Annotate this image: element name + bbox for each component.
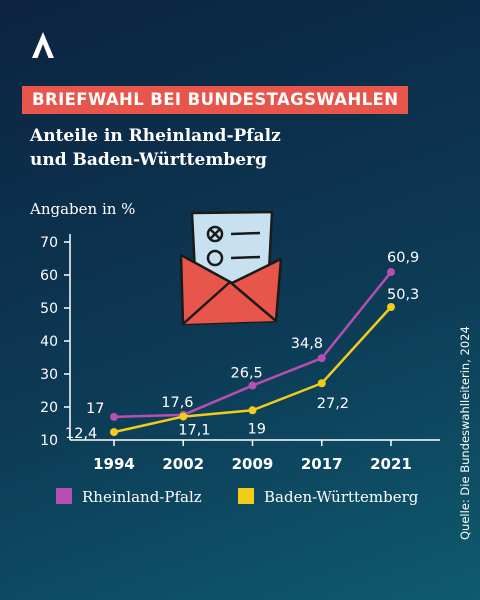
data-point — [317, 354, 326, 363]
data-point — [248, 406, 257, 415]
data-point — [387, 268, 395, 277]
headline-banner: BRIEFWAHL BEI BUNDESTAGSWAHLEN — [22, 86, 409, 114]
x-tick-label: 2021 — [370, 455, 412, 473]
data-point — [317, 379, 326, 388]
y-tick-label: 70 — [40, 235, 58, 251]
data-label: 17 — [86, 401, 104, 417]
y-tick-label: 20 — [40, 400, 58, 416]
envelope-ballot-icon — [179, 210, 283, 326]
y-axis-title: Angaben in % — [29, 200, 135, 218]
subtitle-line-2: und Baden-Württemberg — [30, 150, 267, 170]
brand-logo-icon — [32, 32, 54, 58]
legend-swatch-rheinland-pfalz — [56, 488, 72, 504]
legend-swatch-baden-wuerttemberg — [238, 488, 254, 504]
x-tick-label: 2017 — [301, 455, 343, 473]
data-point — [387, 303, 395, 312]
legend-label-rheinland-pfalz: Rheinland-Pfalz — [82, 488, 202, 506]
legend-label-baden-wuerttemberg: Baden-Württemberg — [264, 488, 419, 506]
data-label: 50,3 — [387, 287, 419, 303]
x-tick-label: 2009 — [232, 455, 274, 473]
y-tick-label: 40 — [40, 334, 58, 350]
subtitle-line-1: Anteile in Rheinland-Pfalz — [30, 126, 281, 146]
data-label: 12,4 — [65, 426, 97, 442]
data-label: 17,1 — [178, 423, 210, 439]
data-label: 19 — [248, 421, 266, 437]
data-label: 27,2 — [317, 396, 349, 412]
data-label: 34,8 — [291, 336, 323, 352]
x-tick-label: 1994 — [93, 455, 135, 473]
chart-subtitle: Anteile in Rheinland-Pfalz und Baden-Wür… — [30, 124, 430, 172]
data-point — [179, 412, 188, 421]
y-tick-label: 50 — [40, 301, 58, 317]
data-point — [248, 381, 257, 390]
data-point — [110, 412, 118, 421]
data-label: 26,5 — [231, 366, 263, 382]
y-tick-label: 30 — [40, 367, 58, 383]
data-label: 17,6 — [161, 395, 193, 411]
y-tick-label: 10 — [40, 433, 58, 449]
x-tick-label: 2002 — [162, 455, 204, 473]
source-note: Quelle: Die Bundeswahlleiterin, 2024 — [458, 326, 472, 540]
data-point — [110, 428, 118, 437]
data-label: 60,9 — [387, 250, 419, 266]
y-tick-label: 60 — [40, 268, 58, 284]
